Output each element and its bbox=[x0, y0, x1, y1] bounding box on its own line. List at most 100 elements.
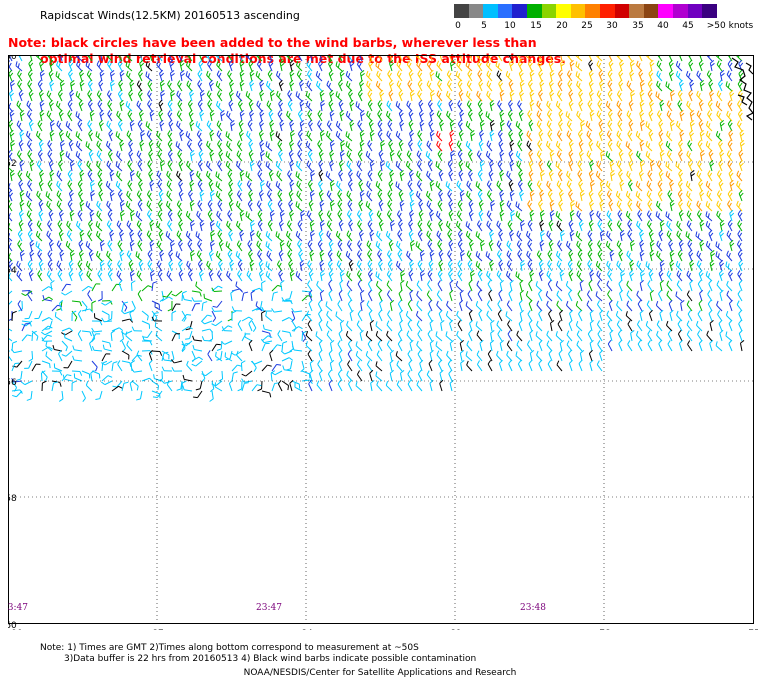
wind-barb bbox=[208, 79, 214, 92]
wind-barb bbox=[506, 120, 513, 132]
longitude-label: -84 bbox=[298, 629, 313, 630]
wind-barb bbox=[121, 360, 132, 368]
wind-barb bbox=[366, 360, 373, 372]
wind-barb bbox=[678, 199, 683, 212]
wind-barb bbox=[176, 200, 183, 212]
wind-barb bbox=[59, 140, 65, 152]
wind-barb bbox=[216, 130, 223, 142]
wind-barb bbox=[189, 169, 195, 182]
wind-barb bbox=[64, 333, 73, 342]
wind-barb bbox=[109, 169, 115, 182]
wind-barb bbox=[147, 250, 153, 262]
wind-barb bbox=[408, 69, 414, 82]
wind-barb bbox=[337, 340, 343, 352]
wind-barb bbox=[276, 90, 283, 102]
wind-barb bbox=[307, 350, 313, 362]
wind-barb bbox=[486, 60, 493, 72]
wind-barb bbox=[665, 320, 673, 332]
wind-barb bbox=[81, 308, 94, 313]
wind-barb bbox=[269, 119, 275, 132]
wind-barb bbox=[406, 250, 413, 262]
wind-barb bbox=[345, 71, 353, 82]
wind-barb bbox=[8, 189, 14, 202]
wind-barb bbox=[510, 210, 516, 222]
wind-barb bbox=[606, 310, 613, 322]
wind-barb bbox=[387, 190, 393, 202]
wind-barb bbox=[429, 109, 435, 122]
wind-barb bbox=[128, 139, 134, 152]
wind-barb bbox=[86, 160, 93, 172]
wind-barb bbox=[206, 140, 213, 152]
wind-barb bbox=[659, 149, 665, 162]
wind-barb bbox=[486, 210, 493, 222]
wind-barb bbox=[616, 100, 623, 112]
wind-barb bbox=[698, 119, 704, 132]
wind-barb bbox=[678, 169, 684, 182]
wind-barb bbox=[178, 189, 184, 202]
wind-barb bbox=[257, 380, 263, 392]
wind-barb bbox=[171, 366, 183, 372]
wind-barb bbox=[305, 341, 313, 352]
wind-barb bbox=[567, 260, 573, 272]
wind-barb bbox=[469, 319, 474, 332]
wind-barb bbox=[496, 220, 503, 232]
wind-barb bbox=[565, 300, 573, 312]
wind-barb bbox=[119, 229, 124, 242]
wind-barb bbox=[335, 230, 343, 242]
wind-barb bbox=[428, 119, 434, 132]
wind-barb bbox=[21, 290, 33, 297]
wind-barb bbox=[287, 90, 293, 102]
wind-barb bbox=[397, 340, 403, 352]
wind-barb bbox=[576, 210, 583, 222]
wind-barb bbox=[728, 269, 733, 282]
wind-barb bbox=[415, 190, 423, 202]
wind-barb bbox=[585, 121, 593, 132]
wind-barb bbox=[265, 311, 273, 322]
wind-barb bbox=[666, 220, 673, 232]
wind-barb bbox=[718, 319, 723, 332]
wind-barb bbox=[368, 59, 374, 72]
wind-barb bbox=[616, 300, 623, 312]
wind-barb bbox=[226, 270, 233, 282]
wind-barb bbox=[645, 261, 653, 272]
wind-barb bbox=[31, 363, 41, 372]
wind-barb bbox=[56, 240, 63, 252]
wind-barb bbox=[588, 169, 594, 182]
wind-barb bbox=[638, 69, 644, 82]
wind-barb bbox=[449, 279, 454, 292]
wind-barb bbox=[459, 339, 464, 352]
wind-barb bbox=[587, 330, 593, 342]
wind-barb bbox=[606, 230, 613, 242]
wind-barb bbox=[657, 190, 663, 202]
wind-barb bbox=[167, 130, 173, 142]
wind-barb bbox=[506, 350, 513, 362]
wind-barb bbox=[647, 280, 653, 292]
wind-barb bbox=[736, 120, 743, 132]
wind-barb bbox=[428, 259, 434, 272]
wind-barb bbox=[347, 339, 353, 352]
wind-barb bbox=[497, 129, 503, 142]
wind-barb bbox=[165, 200, 173, 212]
wind-barb bbox=[647, 340, 653, 352]
wind-barb bbox=[538, 89, 543, 102]
wind-barb bbox=[117, 89, 123, 102]
wind-barb bbox=[126, 70, 133, 82]
wind-barb bbox=[479, 119, 485, 132]
wind-barb bbox=[698, 269, 704, 282]
wind-barb bbox=[335, 61, 343, 72]
wind-barb bbox=[376, 350, 383, 362]
wind-barb bbox=[678, 79, 684, 92]
wind-barb bbox=[198, 149, 204, 162]
wind-barb bbox=[568, 99, 574, 112]
wind-barb bbox=[376, 210, 383, 222]
wind-barb bbox=[295, 160, 303, 172]
longitude-label: -90 bbox=[8, 629, 23, 630]
wind-barb bbox=[576, 240, 583, 252]
wind-barb bbox=[317, 299, 323, 312]
wind-barb bbox=[399, 119, 405, 132]
wind-barb bbox=[285, 230, 293, 242]
wind-barb bbox=[9, 169, 15, 182]
wind-barb bbox=[678, 209, 684, 222]
wind-barb bbox=[538, 269, 544, 282]
wind-barb bbox=[558, 189, 564, 202]
